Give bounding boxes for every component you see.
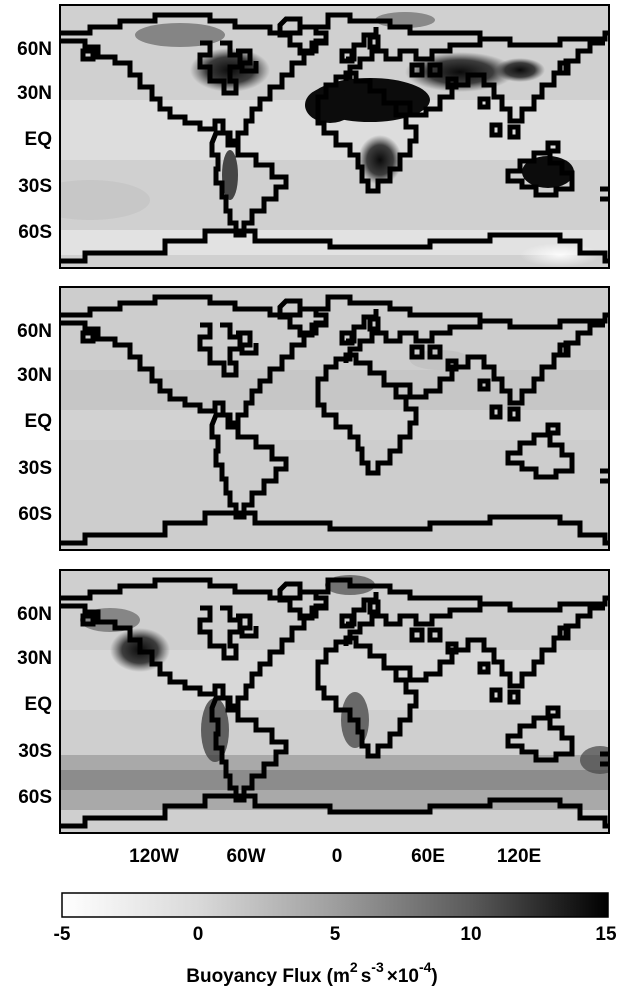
lat-label-eq: EQ [25, 129, 52, 150]
lat-label-60s: 60S [18, 504, 52, 525]
lat-label-30s: 30S [18, 741, 52, 762]
lat-label-30n: 30N [17, 365, 52, 386]
lat-label-60n: 60N [17, 321, 52, 342]
lon-label-0: 0 [332, 846, 343, 867]
lat-labels-middle: 60N 30N EQ 30S 60S [17, 321, 52, 525]
panel-middle [59, 286, 610, 551]
lat-label-60s: 60S [18, 787, 52, 808]
panel-top [59, 4, 610, 269]
lat-label-30s: 30S [18, 176, 52, 197]
lat-label-30n: 30N [17, 83, 52, 104]
colorbar-tick: 0 [193, 924, 204, 945]
colorbar-title: Buoyancy Flux (m2 s-3 ×10-4) [186, 959, 438, 987]
lon-label-60w: 60W [226, 846, 265, 867]
lat-label-30n: 30N [17, 648, 52, 669]
lat-labels-top: 60N 30N EQ 30S 60S [17, 39, 52, 243]
colorbar-tick: -5 [54, 924, 71, 945]
lat-label-60n: 60N [17, 39, 52, 60]
lon-label-60e: 60E [411, 846, 445, 867]
lat-label-60s: 60S [18, 222, 52, 243]
lon-label-120e: 120E [497, 846, 541, 867]
lat-labels-bottom: 60N 30N EQ 30S 60S [17, 604, 52, 808]
colorbar-tick: 10 [460, 924, 481, 945]
colorbar-tick: 15 [595, 924, 617, 945]
colorbar-gradient [61, 892, 609, 918]
panel-bottom [59, 569, 610, 834]
lon-label-120w: 120W [129, 846, 179, 867]
lat-label-30s: 30S [18, 458, 52, 479]
colorbar: -5 0 5 10 15 Buoyancy Flux (m2 s-3 ×10-4) [54, 892, 617, 987]
lat-label-60n: 60N [17, 604, 52, 625]
lat-label-eq: EQ [25, 694, 52, 715]
lon-labels: 120W 60W 0 60E 120E [129, 846, 541, 867]
colorbar-tick: 5 [330, 924, 341, 945]
lat-label-eq: EQ [25, 411, 52, 432]
